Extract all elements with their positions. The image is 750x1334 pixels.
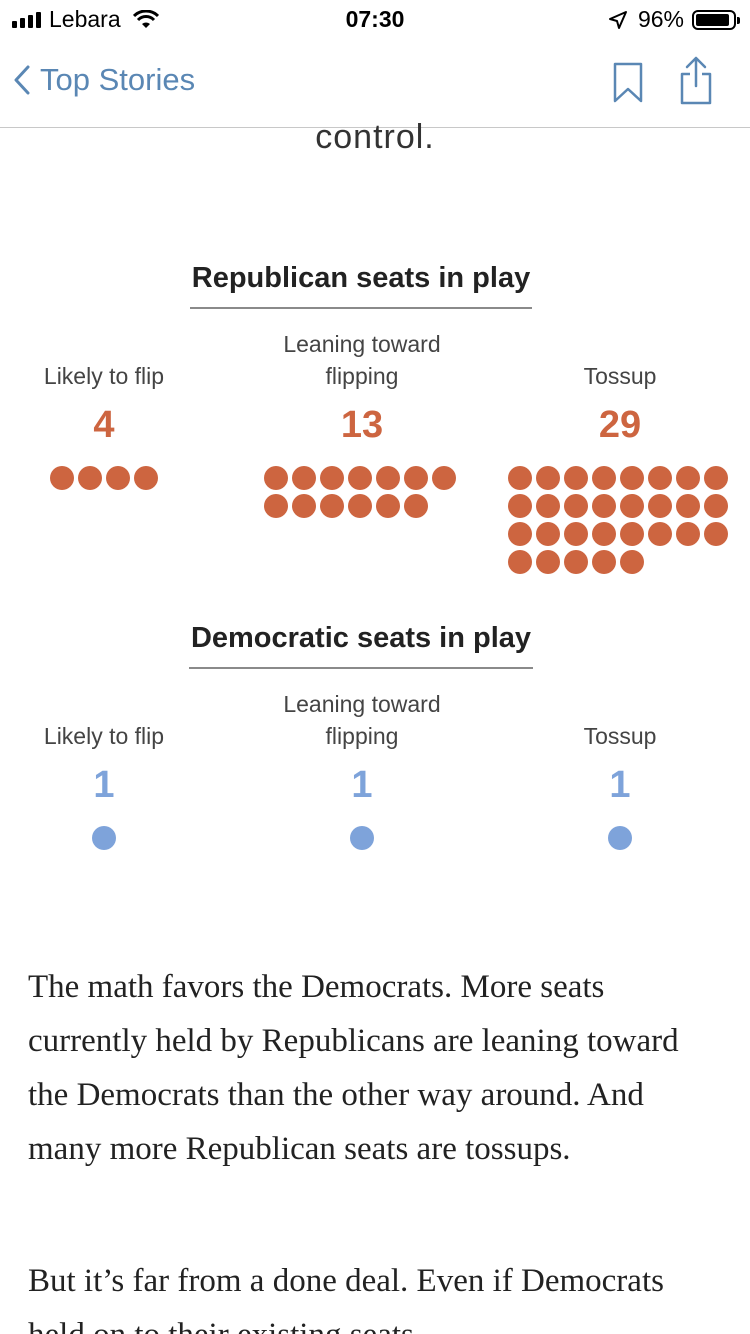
seat-dot [348, 494, 372, 518]
column-label: Tossup [583, 723, 657, 749]
seat-dot [376, 466, 400, 490]
seat-dot [536, 494, 560, 518]
column-label: Leaning toward flipping [283, 331, 441, 389]
seat-dot [508, 466, 532, 490]
seat-count: 4 [93, 404, 115, 446]
seat-dot [350, 826, 374, 850]
seat-dot [320, 466, 344, 490]
seat-dots [264, 466, 460, 518]
seat-dots [48, 466, 160, 490]
seat-dot [508, 550, 532, 574]
status-bar: Lebara 07:30 96% [0, 0, 750, 40]
republican-title: Republican seats in play [0, 262, 722, 309]
seat-dot [608, 826, 632, 850]
democratic-title: Democratic seats in play [0, 622, 722, 669]
seat-dot [704, 494, 728, 518]
clock: 07:30 [345, 6, 405, 32]
dem-tossup-column: Tossup 1 [500, 688, 740, 850]
location-arrow-icon [608, 10, 627, 29]
carrier-name: Lebara [49, 6, 121, 32]
battery-icon [692, 9, 740, 30]
seat-dot [264, 466, 288, 490]
seat-dot [348, 466, 372, 490]
seat-dot [536, 550, 560, 574]
seat-dot [404, 466, 428, 490]
article-paragraph: But it’s far from a done deal. Even if D… [28, 1263, 664, 1334]
seat-dot [620, 550, 644, 574]
seat-dot [648, 522, 672, 546]
wifi-icon [132, 9, 159, 28]
seat-dot [704, 522, 728, 546]
dem-leaning-column: Leaning toward flipping 1 [242, 688, 482, 850]
column-label: Tossup [583, 363, 657, 389]
seat-dot [592, 494, 616, 518]
rep-leaning-column: Leaning toward flipping 13 [242, 328, 482, 518]
bookmark-icon[interactable] [612, 62, 644, 104]
seat-dot [676, 522, 700, 546]
seat-dots [48, 826, 160, 850]
seat-count: 1 [93, 764, 115, 806]
column-label: Likely to flip [43, 363, 165, 389]
status-left: Lebara [12, 6, 159, 33]
rep-likely-column: Likely to flip 4 [0, 328, 224, 490]
battery-percent: 96% [637, 6, 684, 32]
seat-dot [592, 466, 616, 490]
seat-dot [320, 494, 344, 518]
chevron-left-icon [14, 65, 30, 95]
seat-dots [508, 466, 732, 574]
seat-dot [78, 466, 102, 490]
seat-dot [536, 522, 560, 546]
seat-dot [376, 494, 400, 518]
signal-icon [12, 11, 41, 28]
previous-paragraph-fragment: control. [315, 118, 435, 156]
back-button[interactable]: Top Stories [14, 62, 195, 98]
seat-dot [648, 466, 672, 490]
seat-dot [564, 550, 588, 574]
rep-tossup-column: Tossup 29 [500, 328, 740, 574]
seat-dots [564, 826, 676, 850]
seat-dots [306, 826, 418, 850]
seat-dot [676, 466, 700, 490]
seat-dot [50, 466, 74, 490]
seat-dot [620, 494, 644, 518]
seat-count: 29 [598, 404, 642, 446]
seat-count: 1 [351, 764, 373, 806]
seat-dot [134, 466, 158, 490]
seat-dot [264, 494, 288, 518]
seat-dot [648, 494, 672, 518]
seat-dot [592, 550, 616, 574]
seat-dot [620, 466, 644, 490]
seat-dot [564, 494, 588, 518]
column-label: Likely to flip [43, 723, 165, 749]
article-paragraph: The math favors the Democrats. More seat… [28, 969, 679, 1167]
seat-dot [106, 466, 130, 490]
seat-dot [292, 494, 316, 518]
seat-dot [564, 466, 588, 490]
nav-bar: Top Stories [0, 40, 750, 128]
seat-dot [508, 494, 532, 518]
seat-dot [92, 826, 116, 850]
seat-dot [592, 522, 616, 546]
seat-dot [536, 466, 560, 490]
column-label: Leaning toward flipping [283, 691, 441, 749]
seat-dot [620, 522, 644, 546]
back-label: Top Stories [40, 62, 196, 97]
seat-dot [704, 466, 728, 490]
seat-dot [432, 466, 456, 490]
seat-dot [292, 466, 316, 490]
seat-dot [676, 494, 700, 518]
share-icon[interactable] [678, 56, 714, 106]
seat-dot [564, 522, 588, 546]
seat-dot [404, 494, 428, 518]
seat-count: 13 [340, 404, 384, 446]
status-right: 96% [608, 6, 740, 33]
dem-likely-column: Likely to flip 1 [0, 688, 224, 850]
seat-dot [508, 522, 532, 546]
seat-count: 1 [609, 764, 631, 806]
